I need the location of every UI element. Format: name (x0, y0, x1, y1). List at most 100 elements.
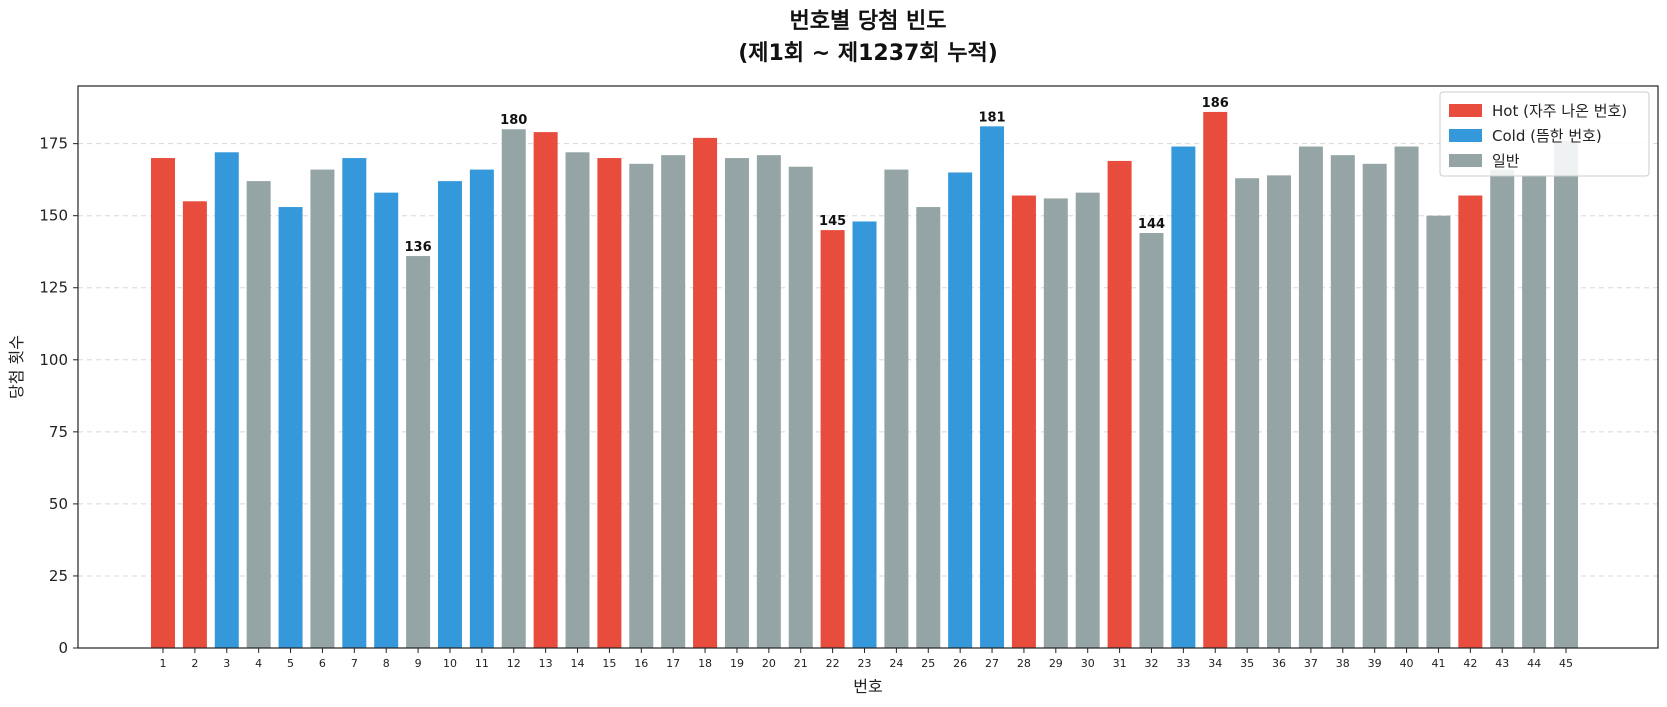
x-tick-label-34: 34 (1208, 657, 1222, 670)
y-tick-label: 0 (58, 639, 68, 657)
data-label-27: 181 (978, 110, 1005, 125)
bar-45 (1554, 140, 1578, 648)
bar-32 (1139, 232, 1164, 648)
x-tick-label-3: 3 (223, 657, 230, 670)
bar-9 (406, 256, 431, 648)
x-tick-label-2: 2 (191, 657, 198, 670)
legend-label-hot: Hot (자주 나온 번호) (1492, 102, 1627, 120)
bar-34 (1203, 111, 1228, 648)
bar-40 (1394, 146, 1419, 648)
legend-box (1439, 91, 1650, 177)
bar-37 (1298, 146, 1323, 648)
x-tick-label-5: 5 (287, 657, 294, 670)
x-tick-label-11: 11 (475, 657, 489, 670)
x-tick-label-18: 18 (698, 657, 712, 670)
bar-22 (820, 230, 845, 648)
bar-12 (501, 129, 526, 648)
bar-39 (1362, 163, 1387, 649)
bar-21 (788, 166, 813, 648)
x-axis-ticks: 1 2 3 4 5 6 7 8 9 10 11 12 13 14 15 16 17 18 19 20 21 22 23 24 2… (160, 648, 1573, 670)
chart-title-line1: 번호별 당첨 빈도 (790, 9, 947, 34)
x-tick-label-4: 4 (255, 657, 262, 670)
bar-8 (374, 192, 399, 648)
data-label-9: 136 (405, 240, 432, 255)
y-tick-label: 100 (39, 351, 68, 369)
x-tick-label-9: 9 (415, 657, 422, 670)
chart-title-line2: (제1회 ~ 제1237회 누적) (738, 41, 998, 66)
x-tick-label-44: 44 (1527, 657, 1541, 670)
x-tick-label-40: 40 (1400, 657, 1414, 670)
x-tick-label-36: 36 (1272, 657, 1286, 670)
x-tick-label-25: 25 (921, 657, 935, 670)
x-tick-label-8: 8 (383, 657, 390, 670)
x-tick-label-43: 43 (1495, 657, 1509, 670)
bar-33 (1171, 146, 1196, 648)
legend: Hot (자주 나온 번호) Cold (뜸한 번호) 일반 (1439, 91, 1650, 177)
legend-swatch-normal (1449, 154, 1482, 167)
x-tick-label-32: 32 (1144, 657, 1158, 670)
y-tick-label: 150 (39, 207, 68, 225)
x-tick-label-21: 21 (794, 657, 808, 670)
x-tick-label-22: 22 (826, 657, 840, 670)
bar-1 (151, 158, 175, 649)
data-labels: 136 180 145 181 144 186 (405, 96, 1229, 255)
x-tick-label-1: 1 (160, 657, 167, 670)
x-tick-label-33: 33 (1176, 657, 1190, 670)
x-tick-label-16: 16 (634, 657, 648, 670)
bar-44 (1522, 175, 1547, 649)
x-tick-label-14: 14 (571, 657, 585, 670)
bar-23 (852, 221, 877, 648)
data-label-32: 144 (1138, 217, 1165, 232)
data-label-34: 186 (1202, 96, 1229, 111)
bar-28 (1011, 195, 1036, 648)
bar-36 (1267, 175, 1292, 649)
x-tick-label-41: 41 (1431, 657, 1445, 670)
legend-label-normal: 일반 (1492, 152, 1520, 170)
legend-label-cold: Cold (뜸한 번호) (1492, 127, 1602, 145)
bar-29 (1043, 198, 1068, 648)
x-tick-label-19: 19 (730, 657, 744, 670)
x-tick-label-7: 7 (351, 657, 358, 670)
x-tick-label-37: 37 (1304, 657, 1318, 670)
bar-4 (246, 181, 271, 648)
y-tick-label: 175 (39, 135, 68, 153)
legend-swatch-hot (1449, 104, 1482, 117)
plot-area-frame (77, 85, 1659, 649)
bar-11 (469, 169, 494, 649)
bar-16 (629, 163, 654, 649)
x-tick-label-38: 38 (1336, 657, 1350, 670)
y-axis-ticks: 0 25 50 75 100 125 150 175 (39, 135, 78, 657)
x-tick-label-26: 26 (953, 657, 967, 670)
bar-42 (1458, 195, 1483, 648)
x-tick-label-6: 6 (319, 657, 326, 670)
bar-18 (693, 137, 718, 648)
bar-13 (533, 132, 558, 649)
y-tick-label: 50 (49, 495, 68, 513)
x-tick-label-24: 24 (889, 657, 903, 670)
x-tick-label-30: 30 (1081, 657, 1095, 670)
x-tick-label-17: 17 (666, 657, 680, 670)
bar-6 (310, 169, 335, 649)
bar-series (151, 111, 1578, 649)
bar-35 (1235, 178, 1260, 648)
bar-25 (916, 207, 941, 649)
x-tick-label-28: 28 (1017, 657, 1031, 670)
bar-3 (214, 152, 239, 649)
data-label-22: 145 (819, 214, 846, 229)
bar-2 (182, 201, 207, 649)
x-axis-label: 번호 (853, 677, 882, 696)
x-tick-label-27: 27 (985, 657, 999, 670)
x-tick-label-35: 35 (1240, 657, 1254, 670)
legend-swatch-cold (1449, 129, 1482, 142)
x-tick-label-42: 42 (1463, 657, 1477, 670)
y-axis-label: 당첨 횟수 (7, 335, 26, 399)
x-tick-label-45: 45 (1559, 657, 1573, 670)
bar-31 (1107, 160, 1132, 648)
bar-38 (1330, 155, 1355, 648)
bar-17 (661, 155, 686, 648)
bar-10 (437, 181, 462, 648)
bar-41 (1426, 215, 1451, 648)
bar-43 (1490, 169, 1515, 649)
x-tick-label-15: 15 (602, 657, 616, 670)
